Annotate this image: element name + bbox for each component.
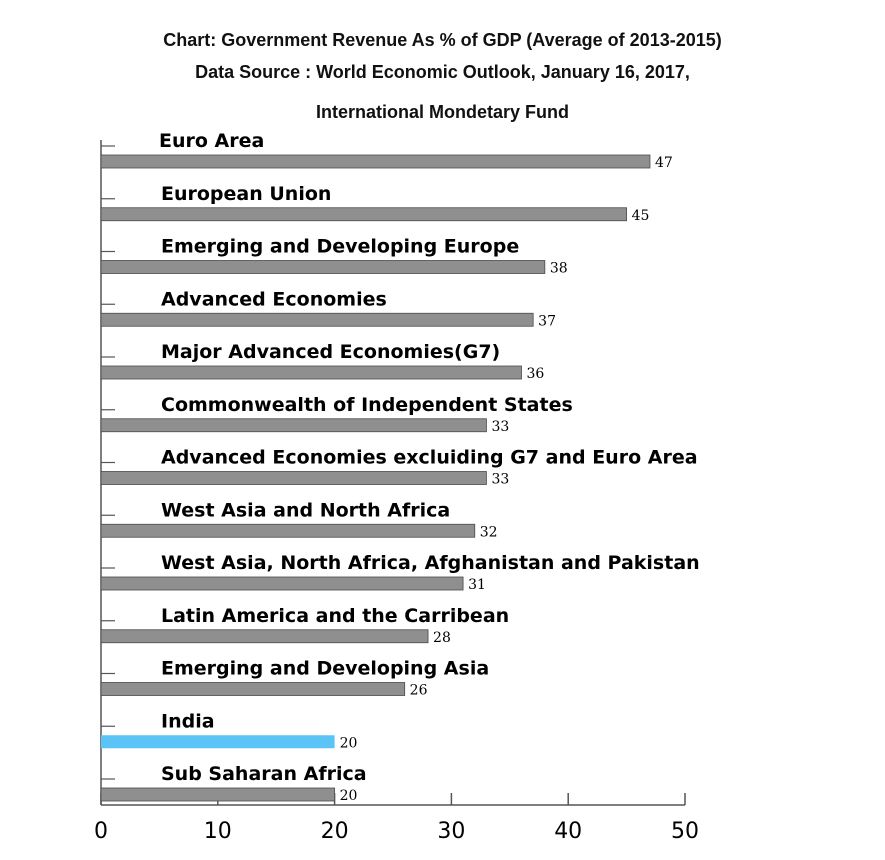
data-label: 38 — [550, 261, 568, 277]
category-label: India — [161, 710, 215, 732]
chart-subtitle-2: International Mondetary Fund — [315, 102, 569, 122]
bar — [100, 418, 487, 433]
data-label: 47 — [655, 155, 673, 171]
bar — [100, 365, 522, 380]
data-label: 37 — [538, 313, 556, 329]
x-tick-label: 40 — [554, 819, 582, 844]
bar — [100, 787, 336, 802]
category-label: Advanced Economies excluiding G7 and Eur… — [161, 447, 698, 469]
chart-title: Chart: Government Revenue As % of GDP (A… — [163, 30, 722, 50]
category-label: West Asia, North Africa, Afghanistan and… — [161, 552, 700, 574]
category-label: Sub Saharan Africa — [161, 763, 367, 785]
category-label: Emerging and Developing Europe — [161, 236, 519, 258]
data-label: 31 — [468, 577, 486, 593]
chart-subtitle: Data Source : World Economic Outlook, Ja… — [195, 62, 690, 82]
data-label: 20 — [340, 788, 358, 804]
data-label: 32 — [480, 524, 498, 540]
bar — [100, 154, 651, 169]
category-label: Commonwealth of Independent States — [161, 394, 573, 416]
data-label: 33 — [491, 419, 509, 435]
x-tick-label: 0 — [94, 819, 108, 844]
category-label: European Union — [161, 183, 331, 205]
data-label: 45 — [632, 208, 650, 224]
category-label: Emerging and Developing Asia — [161, 658, 489, 680]
x-tick-label: 20 — [321, 819, 349, 844]
x-tick-label: 30 — [437, 819, 465, 844]
bar — [100, 260, 546, 274]
bar-highlighted — [101, 735, 335, 749]
x-tick-label: 50 — [671, 819, 699, 844]
data-label: 33 — [491, 472, 509, 488]
category-label: Advanced Economies — [161, 288, 387, 310]
bar — [100, 207, 627, 222]
category-label: Latin America and the Carribean — [161, 605, 509, 627]
x-tick-label: 10 — [204, 819, 232, 844]
data-label: 20 — [340, 735, 358, 751]
bar — [100, 312, 534, 327]
data-label: 36 — [526, 366, 544, 382]
data-label: 28 — [433, 630, 451, 646]
category-label: Major Advanced Economies(G7) — [161, 341, 500, 363]
bar — [100, 629, 429, 644]
category-label: Euro Area — [159, 130, 264, 152]
bar — [100, 471, 487, 485]
bar — [100, 682, 406, 696]
bar — [100, 523, 476, 538]
data-label: 26 — [410, 683, 428, 699]
bar — [100, 576, 464, 591]
category-label: West Asia and North Africa — [161, 499, 450, 521]
